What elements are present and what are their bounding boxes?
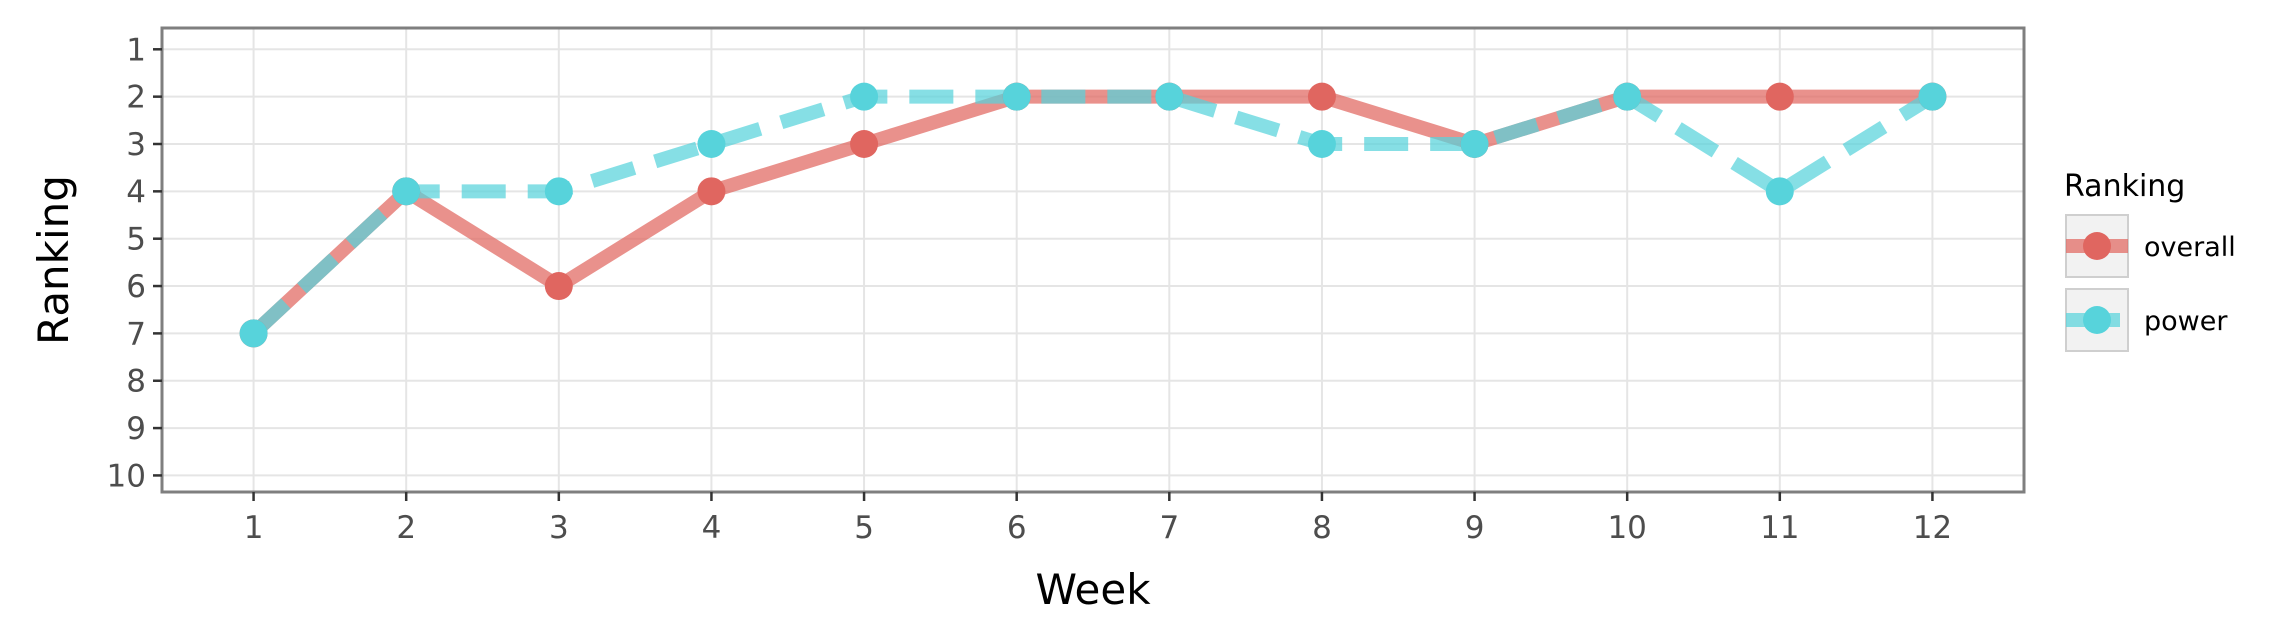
legend: Ranking overall power [2064,169,2236,352]
data-point-power [1307,130,1336,158]
data-point-power [850,82,879,111]
data-point-power [1460,130,1489,158]
x-tick-label: 5 [854,510,874,546]
legend-label-power: power [2144,306,2228,337]
series-line-overall [248,89,1933,339]
data-point-overall [1765,82,1794,111]
x-tick-label: 10 [1607,510,1646,546]
y-tick-label: 1 [126,32,146,68]
x-tick-label: 9 [1465,510,1485,546]
y-tick-label: 6 [126,269,146,305]
data-point-overall [1307,82,1336,111]
legend-marker-power [2083,306,2111,334]
legend-marker-overall [2083,232,2111,260]
data-point-power [697,130,726,158]
y-tick-label: 5 [126,222,146,258]
x-tick-label: 1 [244,510,264,546]
x-tick-label: 4 [702,510,722,546]
x-tick-label: 7 [1159,510,1179,546]
data-point-power [1002,82,1031,111]
x-tick-label: 8 [1312,510,1332,546]
y-tick-label: 9 [126,411,146,447]
y-tick-label: 7 [126,316,146,352]
data-point-power [1765,177,1794,206]
data-point-power [1613,82,1642,111]
data-point-power [544,177,573,206]
y-axis-ticks: 1 2 3 4 5 6 7 8 9 10 [107,32,162,494]
data-point-power [239,319,268,348]
y-tick-label: 2 [126,80,146,116]
legend-title: Ranking [2064,169,2185,204]
x-axis-title: Week [1035,565,1151,614]
data-point-overall [544,272,573,301]
data-point-overall [697,177,726,206]
x-tick-label: 12 [1913,510,1952,546]
data-point-overall [850,130,879,158]
plot-panel-border [160,26,2026,494]
x-tick-label: 11 [1760,510,1799,546]
y-tick-label: 3 [126,127,146,163]
y-axis-title: Ranking [29,175,78,345]
y-tick-label: 8 [126,364,146,400]
y-tick-label: 10 [107,458,146,494]
x-tick-label: 3 [549,510,569,546]
data-points [239,82,1947,348]
y-tick-label: 4 [126,174,146,210]
x-tick-label: 2 [396,510,416,546]
data-point-power [1155,82,1184,111]
data-point-power [392,177,421,206]
legend-label-overall: overall [2144,232,2236,263]
legend-items: overall power [2065,214,2236,352]
series-line-power [248,89,1937,339]
x-axis-ticks: 1 2 3 4 5 6 7 8 9 10 11 12 [244,492,1952,546]
data-point-power [1918,82,1947,111]
x-tick-label: 6 [1007,510,1027,546]
series-lines [248,89,1937,339]
